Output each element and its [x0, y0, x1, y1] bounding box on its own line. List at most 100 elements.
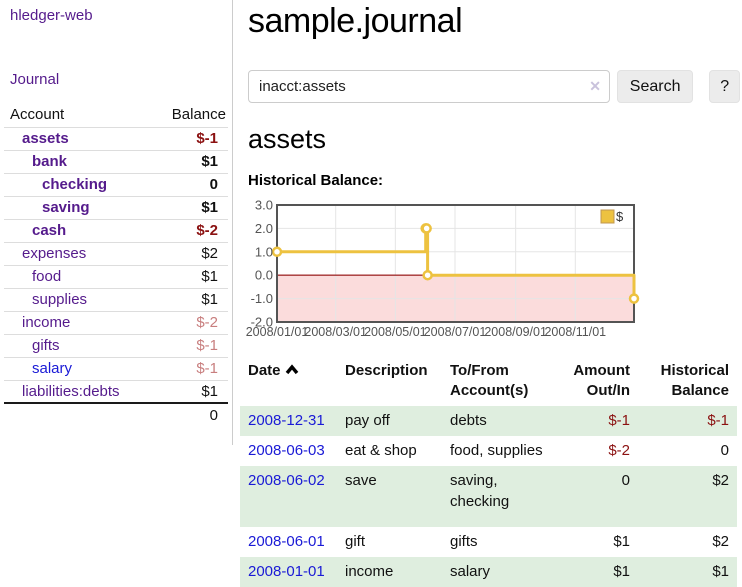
register-amount-cell: 0: [621, 472, 630, 489]
register-description-cell: pay off: [345, 412, 390, 429]
main-content: sample.journal ✕ Search ? assets Histori…: [240, 0, 742, 587]
register-table: Date Description To/From Account(s) Amou…: [240, 358, 737, 587]
account-link[interactable]: cash: [32, 222, 67, 239]
register-description-cell: eat & shop: [345, 442, 417, 459]
accounts-header-row: Account Balance: [4, 103, 228, 127]
accounts-total-row: 0: [4, 403, 228, 426]
sidebar-divider: [232, 0, 233, 445]
page-title: sample.journal: [248, 2, 463, 40]
register-accounts-cell: debts: [450, 412, 487, 429]
brand-link[interactable]: hledger-web: [10, 7, 93, 24]
balance-column-header-main: Historical Balance: [660, 362, 729, 399]
register-date-cell: 2008-12-31: [240, 406, 337, 436]
balance-column-header: Balance: [171, 106, 226, 124]
balance-chart[interactable]: $3.0 2.0 1.0 0.0 -1.0 -2.0 2008/01/01 2008/03/0…: [240, 198, 738, 346]
account-row: food $1: [4, 265, 228, 288]
plot-border: [276, 204, 635, 323]
register-table-body: 2008-12-31 pay off debts $-1 $-1 2008-06-03 ea…: [240, 406, 737, 587]
register-balance-cell: 0: [720, 442, 729, 459]
search-input[interactable]: [248, 70, 610, 103]
register-accounts-cell: saving, checking: [450, 472, 510, 510]
register-balance-cell: $-1: [707, 412, 729, 429]
account-balance: $1: [201, 291, 218, 308]
x-axis-tick-label: 2008/01/01: [246, 325, 309, 339]
x-axis-tick-label: 2008/11/01: [544, 325, 606, 339]
x-axis-tick-label: 2008/03/01: [304, 325, 367, 339]
clear-search-icon[interactable]: ✕: [589, 78, 601, 94]
account-balance: 0: [209, 176, 218, 193]
legend-swatch: [600, 209, 615, 224]
register-row: 2008-06-01 gift gifts $1 $2: [240, 527, 737, 557]
register-amount-cell: $-2: [608, 442, 630, 459]
account-row: salary $-1: [4, 357, 228, 380]
y-axis-tick-label: 1.0: [255, 244, 273, 259]
account-balance: $-2: [196, 314, 218, 331]
account-link[interactable]: bank: [32, 153, 68, 170]
transaction-date-link[interactable]: 2008-12-31: [248, 412, 325, 429]
register-amount-cell: $1: [613, 563, 630, 580]
register-date-cell: 2008-06-02: [240, 466, 337, 527]
account-row: liabilities:debts $1: [4, 380, 228, 403]
account-column-header: Account: [10, 106, 65, 124]
account-row: cash $-2: [4, 219, 228, 242]
y-axis-tick-label: -1.0: [251, 291, 273, 306]
accounts-table-body: assets $-1 bank $1 checking 0 saving $1 cash $-2 e…: [4, 127, 228, 403]
search-button[interactable]: Search: [617, 70, 694, 103]
account-row: assets $-1: [4, 127, 228, 150]
account-row: bank $1: [4, 150, 228, 173]
account-row: supplies $1: [4, 288, 228, 311]
data-point-marker: [628, 293, 640, 304]
account-link[interactable]: assets: [22, 130, 69, 147]
account-row: checking 0: [4, 173, 228, 196]
search-form: ✕ Search ?: [248, 70, 740, 103]
sidebar-item-journal[interactable]: Journal: [10, 71, 60, 88]
transaction-date-link[interactable]: 2008-01-01: [248, 563, 325, 580]
sort-ascending-icon: [285, 364, 298, 375]
description-column-header: Description: [345, 362, 428, 379]
account-balance: $1: [201, 382, 218, 400]
account-link[interactable]: saving: [42, 199, 90, 216]
account-link[interactable]: checking: [42, 176, 108, 193]
accounts-column-header: To/From Account(s): [450, 362, 529, 399]
account-balance: $-2: [196, 222, 218, 239]
y-axis-tick-label: -2.0: [251, 315, 273, 330]
account-link[interactable]: supplies: [32, 291, 88, 308]
account-link[interactable]: liabilities:debts: [22, 382, 120, 400]
account-row: income $-2: [4, 311, 228, 334]
register-accounts-cell: gifts: [450, 533, 478, 550]
sidebar: hledger-web Journal Account Balance asse…: [0, 0, 232, 582]
account-balance: $1: [201, 199, 218, 216]
account-heading: assets: [248, 124, 327, 154]
register-description-cell: income: [345, 563, 394, 580]
account-link[interactable]: salary: [32, 360, 73, 377]
register-balance-cell: $1: [712, 563, 729, 580]
y-axis-tick-label: 3.0: [255, 198, 273, 213]
date-column-header[interactable]: Date: [240, 358, 337, 406]
y-axis-tick-label: 2.0: [255, 221, 273, 236]
data-point-marker: [271, 246, 283, 258]
account-link[interactable]: expenses: [22, 245, 87, 262]
transaction-date-link[interactable]: 2008-06-01: [248, 533, 325, 550]
account-link[interactable]: income: [22, 314, 71, 331]
account-balance: $2: [201, 245, 218, 262]
register-header-row: Date Description To/From Account(s) Amou…: [240, 358, 737, 406]
amount-column-header: Amount Out/In: [573, 362, 630, 399]
transaction-date-link[interactable]: 2008-06-02: [248, 472, 325, 489]
account-row: expenses $2: [4, 242, 228, 265]
help-button[interactable]: ?: [709, 70, 740, 103]
account-balance: $1: [201, 268, 218, 285]
x-axis-tick-label: 2008/05/01: [364, 325, 427, 339]
register-date-cell: 2008-01-01: [240, 557, 337, 587]
account-link[interactable]: food: [32, 268, 62, 285]
register-balance-cell: $2: [712, 472, 729, 489]
register-accounts-cell: salary: [450, 563, 491, 580]
account-balance: $-1: [196, 130, 218, 147]
account-link[interactable]: gifts: [32, 337, 60, 354]
data-point-marker: [421, 223, 432, 234]
register-row: 2008-12-31 pay off debts $-1 $-1: [240, 406, 737, 436]
balance-chart-svg[interactable]: $3.0 2.0 1.0 0.0 -1.0 -2.02008/01/012008/03/0…: [240, 198, 738, 346]
register-amount-cell: $-1: [608, 412, 630, 429]
account-balance: $1: [201, 153, 218, 170]
register-balance-cell: $2: [712, 533, 729, 550]
transaction-date-link[interactable]: 2008-06-03: [248, 442, 325, 459]
